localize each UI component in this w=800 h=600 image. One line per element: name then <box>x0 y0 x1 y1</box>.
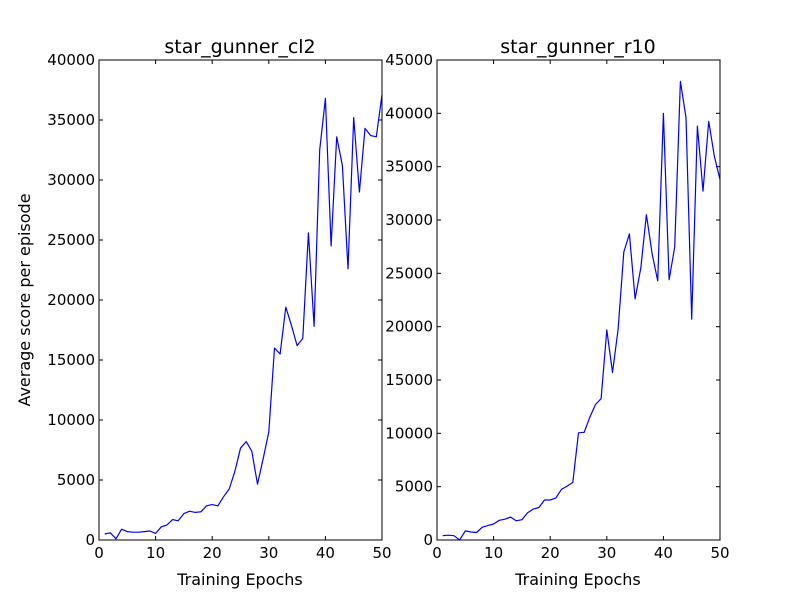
x-tick-label: 40 <box>316 544 335 562</box>
y-tick-label: 0 <box>423 531 433 549</box>
x-tick-label: 40 <box>654 544 673 562</box>
x-tick-label: 50 <box>372 544 391 562</box>
y-tick-label: 10000 <box>47 411 95 429</box>
x-tick-label: 0 <box>94 544 104 562</box>
plot-frame <box>98 59 383 541</box>
x-tick-label: 10 <box>146 544 165 562</box>
series-line <box>104 94 383 540</box>
axis-ticks: 0 10 20 30 40 50 0 5000 10000 15000 20000 25000 3000… <box>47 51 391 562</box>
chart-title: star_gunner_cl2 <box>164 36 315 58</box>
plot-frame <box>436 59 721 541</box>
y-tick-label: 20000 <box>47 291 95 309</box>
x-tick-label: 20 <box>541 544 560 562</box>
x-tick-label: 30 <box>597 544 616 562</box>
x-tick-label: 0 <box>432 544 442 562</box>
series-line <box>442 80 721 541</box>
x-axis-label: Training Epochs <box>514 570 641 589</box>
chart-title: star_gunner_r10 <box>500 36 655 58</box>
y-tick-label: 45000 <box>385 51 433 69</box>
y-tick-label: 20000 <box>385 318 433 336</box>
chart-star-gunner-r10: star_gunner_r10 Training Epochs 0 10 20 30 4… <box>385 36 729 589</box>
x-tick-label: 50 <box>710 544 729 562</box>
chart-star-gunner-cl2: star_gunner_cl2 Training Epochs Average … <box>15 36 392 589</box>
x-axis-label: Training Epochs <box>176 570 303 589</box>
y-axis-label: Average score per episode <box>15 193 34 406</box>
y-tick-label: 10000 <box>385 424 433 442</box>
y-tick-label: 30000 <box>385 211 433 229</box>
y-tick-label: 35000 <box>385 158 433 176</box>
y-tick-label: 40000 <box>47 51 95 69</box>
x-tick-label: 20 <box>203 544 222 562</box>
y-tick-label: 35000 <box>47 111 95 129</box>
y-tick-label: 25000 <box>47 231 95 249</box>
y-tick-label: 40000 <box>385 104 433 122</box>
y-tick-label: 15000 <box>47 351 95 369</box>
x-tick-label: 30 <box>259 544 278 562</box>
y-tick-label: 5000 <box>395 478 433 496</box>
y-tick-label: 0 <box>85 531 95 549</box>
y-tick-label: 15000 <box>385 371 433 389</box>
y-tick-label: 5000 <box>57 471 95 489</box>
axis-ticks: 0 10 20 30 40 50 0 5000 10000 15000 20000 25000 3000… <box>385 51 729 562</box>
y-tick-label: 30000 <box>47 171 95 189</box>
y-tick-label: 25000 <box>385 264 433 282</box>
x-tick-label: 10 <box>484 544 503 562</box>
